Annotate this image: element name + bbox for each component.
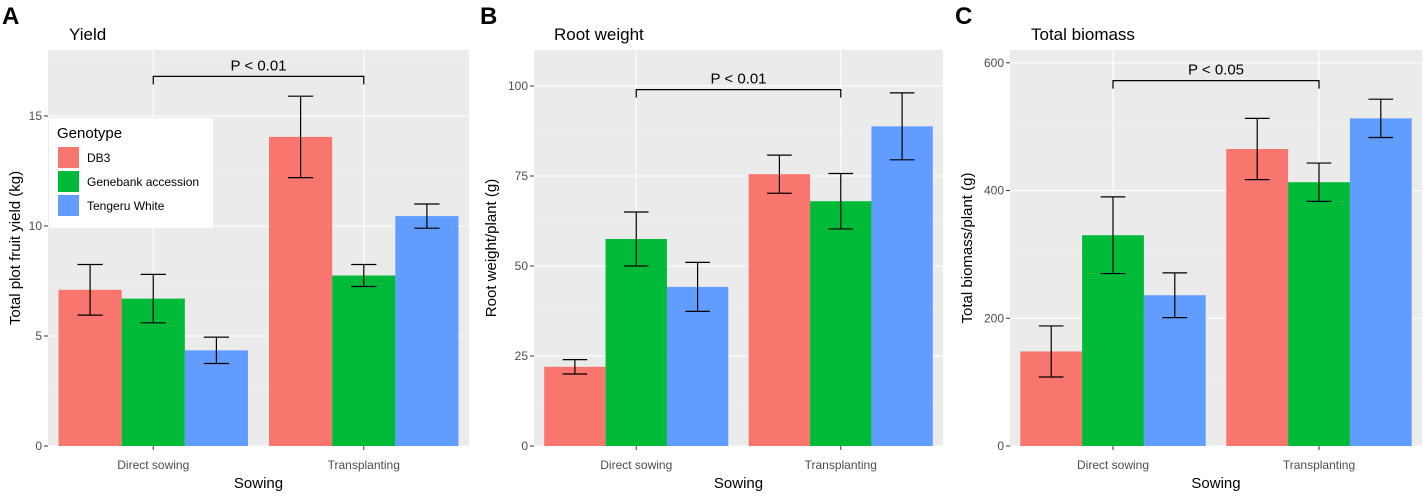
y-tick-label: 0 xyxy=(521,439,528,453)
bar xyxy=(1349,118,1412,447)
panel-letter: A xyxy=(2,3,19,30)
y-axis-title: Total plot fruit yield (kg) xyxy=(7,171,24,325)
bar xyxy=(810,201,872,446)
chart-panel-a: 0 5 10 15 Direct sowing Transplanting P < 0.01… xyxy=(2,3,469,492)
x-tick-label: Transplanting xyxy=(1283,458,1355,472)
bar xyxy=(748,174,811,446)
panel-letter: C xyxy=(955,3,972,30)
y-tick-label: 75 xyxy=(515,169,529,183)
chart-panel-b: 0 25 50 75 100 Direct sowing Transplanting P < … xyxy=(480,3,943,492)
significance-label: P < 0.05 xyxy=(1188,62,1244,79)
x-tick-label: Transplanting xyxy=(805,458,877,472)
legend-key xyxy=(58,147,79,168)
bar xyxy=(184,350,248,446)
bar xyxy=(332,275,396,446)
significance-bracket xyxy=(1112,80,1320,89)
y-tick-label: 600 xyxy=(984,56,1004,70)
legend-title: Genotype xyxy=(57,125,122,142)
legend-label: Tengeru White xyxy=(87,199,165,213)
significance-label: P < 0.01 xyxy=(230,57,286,74)
panel-letter: B xyxy=(480,3,497,30)
bar xyxy=(58,289,122,446)
bar xyxy=(269,136,333,446)
x-axis-title: Sowing xyxy=(234,475,283,492)
bar xyxy=(1143,295,1206,446)
y-tick-label: 0 xyxy=(35,439,42,453)
bar xyxy=(871,126,933,446)
bar xyxy=(544,366,606,446)
x-axis-title: Sowing xyxy=(714,475,763,492)
y-tick-label: 100 xyxy=(508,79,528,93)
y-tick-label: 400 xyxy=(984,184,1004,198)
legend-key xyxy=(58,171,79,192)
chart-title: Yield xyxy=(69,25,106,44)
x-tick-label: Direct sowing xyxy=(600,458,672,472)
legend-label: Genebank accession xyxy=(87,175,199,189)
y-tick-label: 25 xyxy=(515,349,529,363)
y-tick-label: 15 xyxy=(29,109,43,123)
y-axis-title: Total biomass/plant (g) xyxy=(959,173,976,324)
x-tick-label: Transplanting xyxy=(328,458,400,472)
bar xyxy=(605,239,667,446)
y-tick-label: 0 xyxy=(997,439,1004,453)
bar xyxy=(666,286,729,446)
bar xyxy=(1288,182,1350,447)
legend: Genotype DB3 Genebank accession Tengeru Whi… xyxy=(49,118,213,228)
chart-title: Total biomass xyxy=(1031,25,1135,44)
bar xyxy=(1226,149,1289,446)
y-tick-label: 50 xyxy=(515,259,529,273)
y-axis-title: Root weight/plant (g) xyxy=(483,179,500,317)
x-tick-label: Direct sowing xyxy=(1077,458,1149,472)
x-axis-title: Sowing xyxy=(1191,475,1240,492)
significance-bracket xyxy=(152,75,365,85)
x-tick-label: Direct sowing xyxy=(117,458,189,472)
y-tick-label: 5 xyxy=(35,329,42,343)
significance-label: P < 0.01 xyxy=(710,71,766,88)
y-tick-label: 10 xyxy=(29,219,43,233)
significance-bracket xyxy=(635,89,842,98)
bar xyxy=(395,216,459,446)
y-tick-label: 200 xyxy=(984,311,1004,325)
legend-key xyxy=(58,195,79,216)
chart-title: Root weight xyxy=(554,25,644,44)
legend-label: DB3 xyxy=(87,151,111,165)
chart-panel-c: 0 200 400 600 Direct sowing Transplanting P < … xyxy=(955,3,1422,492)
